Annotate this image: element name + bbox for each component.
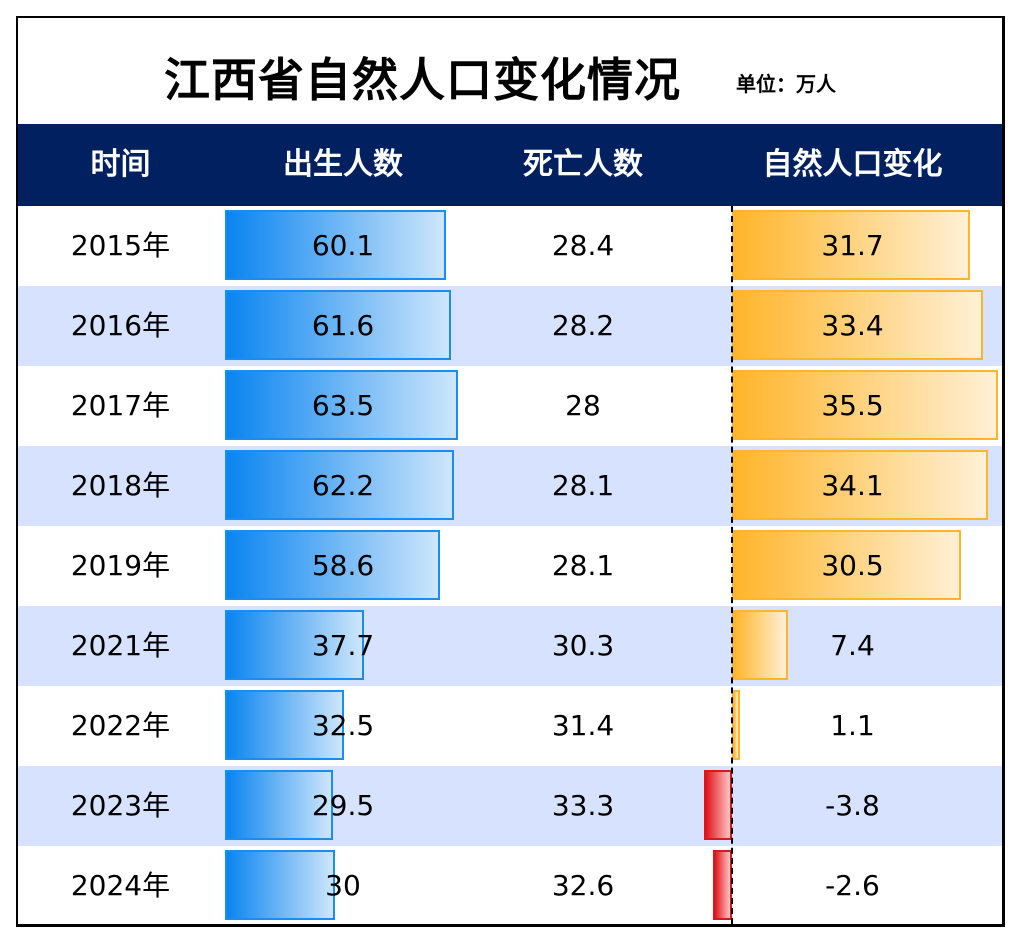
births-bar (225, 610, 364, 680)
cell-natural-change: 33.4 (821, 309, 884, 342)
header-births: 出生人数 (283, 147, 403, 182)
change-bar-positive (732, 530, 961, 600)
change-bar-positive (732, 370, 999, 440)
births-bar (225, 450, 454, 520)
cell-deaths: 28.1 (551, 469, 615, 502)
births-bar (225, 850, 336, 920)
cell-year: 2015年 (70, 229, 171, 262)
cell-natural-change: 1.1 (830, 709, 875, 742)
cell-deaths: 33.3 (551, 789, 615, 822)
cell-deaths: 28.1 (551, 549, 615, 582)
births-bar (225, 290, 452, 360)
cell-births: 60.1 (311, 229, 375, 262)
cell-births: 62.2 (311, 469, 375, 502)
cell-deaths: 30.3 (551, 629, 615, 662)
chart-title: 江西省自然人口变化情况 (164, 53, 681, 107)
chart-frame: 江西省自然人口变化情况 单位：万人 时间 出生人数 死亡人数 自然人口变化 20… (16, 16, 1005, 927)
cell-natural-change: 7.4 (830, 629, 875, 662)
births-bar (225, 210, 446, 280)
cell-births: 63.5 (311, 389, 375, 422)
cell-births: 37.7 (311, 629, 375, 662)
change-bar-positive (732, 290, 983, 360)
table-row: 2021年 37.7 30.3 7.4 (18, 606, 1002, 686)
table-row: 2022年 32.5 31.4 1.1 (18, 686, 1002, 766)
change-bar-positive (732, 210, 970, 280)
births-bar (225, 530, 441, 600)
zero-axis-line (731, 206, 733, 924)
cell-year: 2017年 (70, 389, 171, 422)
cell-year: 2019年 (70, 549, 171, 582)
cell-natural-change: -3.8 (825, 789, 880, 822)
cell-deaths: 28.4 (551, 229, 615, 262)
cell-year: 2021年 (70, 629, 171, 662)
cell-year: 2018年 (70, 469, 171, 502)
table-header: 时间 出生人数 死亡人数 自然人口变化 (18, 124, 1002, 206)
title-row: 江西省自然人口变化情况 单位：万人 (18, 18, 1002, 124)
cell-year: 2016年 (70, 309, 171, 342)
change-bar-positive (732, 450, 988, 520)
change-bar-negative (703, 770, 732, 840)
cell-deaths: 31.4 (551, 709, 615, 742)
cell-deaths: 28 (565, 389, 601, 422)
cell-year: 2024年 (70, 869, 171, 902)
table-row: 2016年 61.6 28.2 33.4 (18, 286, 1002, 366)
cell-natural-change: 34.1 (821, 469, 884, 502)
cell-natural-change: 35.5 (821, 389, 884, 422)
table-body: 2015年 60.1 28.4 31.7 2016年 61.6 28.2 33.4 2017年 6… (18, 206, 1002, 924)
cell-births: 58.6 (311, 549, 375, 582)
cell-births: 29.5 (311, 789, 375, 822)
births-bar (225, 370, 459, 440)
change-bar-positive (732, 690, 741, 760)
table-row: 2018年 62.2 28.1 34.1 (18, 446, 1002, 526)
cell-natural-change: -2.6 (825, 869, 880, 902)
header-time: 时间 (90, 147, 151, 182)
cell-births: 61.6 (311, 309, 375, 342)
cell-natural-change: 30.5 (821, 549, 884, 582)
births-bar (225, 770, 334, 840)
table-row: 2015年 60.1 28.4 31.7 (18, 206, 1002, 286)
table-row: 2024年 30 32.6 -2.6 (18, 846, 1002, 924)
cell-births: 30 (325, 869, 361, 902)
header-natural-change: 自然人口变化 (762, 147, 943, 182)
cell-deaths: 32.6 (551, 869, 615, 902)
unit-label: 单位：万人 (736, 72, 836, 96)
table-row: 2019年 58.6 28.1 30.5 (18, 526, 1002, 606)
cell-year: 2023年 (70, 789, 171, 822)
table-row: 2023年 29.5 33.3 -3.8 (18, 766, 1002, 846)
cell-year: 2022年 (70, 709, 171, 742)
cell-natural-change: 31.7 (821, 229, 884, 262)
cell-births: 32.5 (311, 709, 375, 742)
header-deaths: 死亡人数 (523, 147, 643, 182)
table-row: 2017年 63.5 28 35.5 (18, 366, 1002, 446)
births-bar (225, 690, 345, 760)
cell-deaths: 28.2 (551, 309, 615, 342)
